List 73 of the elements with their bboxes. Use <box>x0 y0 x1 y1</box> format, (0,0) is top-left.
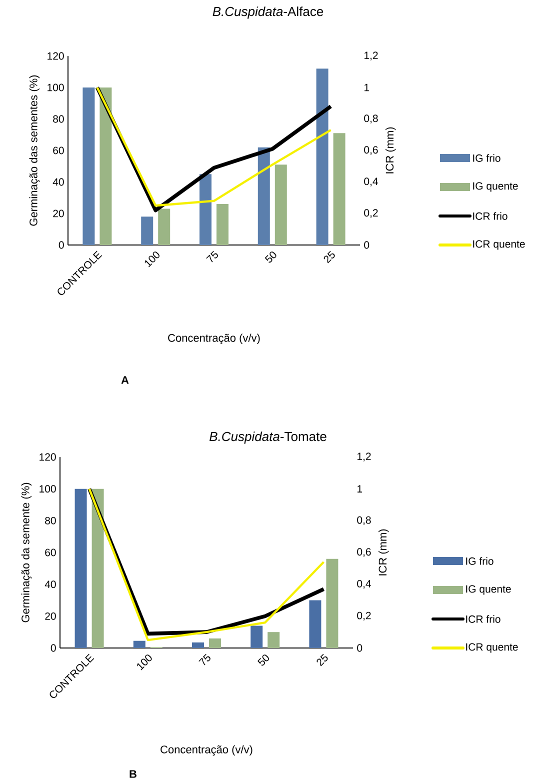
y-tick-label: 120 <box>48 52 64 60</box>
chart-title: B.Cuspidata-Tomate <box>210 432 326 444</box>
y-tick-label: 60 <box>53 146 64 154</box>
x-tick-label: 75 <box>198 654 210 666</box>
y-tick-label: 120 <box>40 453 56 461</box>
x-tick-label: 50 <box>264 252 276 263</box>
legend-label: IG quente <box>473 182 518 192</box>
bar <box>216 204 228 245</box>
y2-tick-label: 0,8 <box>357 516 371 525</box>
y-tick-label: 20 <box>45 612 56 620</box>
text: B <box>130 770 136 778</box>
y-axis-title: Germinação das sementes (%) <box>29 75 40 226</box>
y-tick-label: 100 <box>48 84 64 92</box>
x-tick-label: 100 <box>137 654 152 670</box>
legend-label: ICR frio <box>473 212 508 220</box>
x-tick-label: 25 <box>324 250 335 264</box>
y-tick-label: 0 <box>50 644 56 652</box>
bar <box>209 638 221 648</box>
legend-label: IG frio <box>466 557 494 565</box>
bar <box>250 626 263 648</box>
y2-tick-label: 0,8 <box>364 114 378 124</box>
y2-axis-title: ICR (mm) <box>378 529 389 576</box>
bar <box>192 642 204 648</box>
legend-label: ICR quente <box>466 643 518 653</box>
y2-tick-label: 0,2 <box>357 612 371 621</box>
y-tick-label: 40 <box>52 178 64 186</box>
bar <box>326 558 338 648</box>
y2-tick-label: 1,2 <box>364 52 378 60</box>
bar <box>133 640 146 648</box>
bar <box>309 600 322 648</box>
y2-tick-label: 1 <box>358 485 362 492</box>
x-axis-title: Concentração (v/v) <box>160 745 252 756</box>
bar <box>333 133 346 245</box>
bar <box>200 174 212 245</box>
y2-tick-label: 0 <box>357 644 362 652</box>
x-tick-label: 50 <box>258 654 269 666</box>
legend-label: IG quente <box>466 585 511 595</box>
y2-tick-label: 0,4 <box>357 580 371 589</box>
y2-tick-label: 1 <box>364 84 370 92</box>
legend-label: IG frio <box>473 154 500 162</box>
y-tick-label: 80 <box>45 516 56 524</box>
y2-tick-label: 0,6 <box>357 548 371 557</box>
y-tick-label: 0 <box>58 241 64 249</box>
x-tick-label: 75 <box>206 250 218 262</box>
legend-label: ICR quente <box>473 240 525 250</box>
chart-title: B.Cuspidata-Alface <box>212 6 324 19</box>
y-tick-label: 80 <box>53 115 64 123</box>
bar <box>274 164 287 245</box>
y-axis-title: Germinação da semente (%) <box>21 482 32 622</box>
bar <box>258 147 270 245</box>
legend-label: ICR frio <box>466 615 500 623</box>
x-tick-label: 100 <box>144 252 160 268</box>
y2-tick-label: 0,2 <box>364 209 378 218</box>
y-tick-label: 100 <box>40 485 56 493</box>
y-tick-label: 60 <box>45 548 56 556</box>
x-tick-label: 25 <box>316 654 328 666</box>
bar <box>82 87 95 245</box>
bar <box>74 488 87 648</box>
y2-axis-title: ICR (mm) <box>385 127 396 174</box>
y-tick-label: 20 <box>53 210 64 218</box>
bar <box>268 632 280 648</box>
text: A <box>121 376 129 384</box>
bar <box>158 208 170 245</box>
y2-tick-label: 0,4 <box>364 178 378 186</box>
y-tick-label: 40 <box>44 580 56 588</box>
x-axis-title: Concentração (v/v) <box>168 334 260 344</box>
y2-tick-label: 1,2 <box>358 452 371 462</box>
bar <box>100 87 112 245</box>
bar <box>92 488 104 648</box>
bar <box>141 216 154 245</box>
bar <box>316 68 328 245</box>
y2-tick-label: 0 <box>364 241 370 249</box>
y2-tick-label: 0,6 <box>364 146 378 155</box>
